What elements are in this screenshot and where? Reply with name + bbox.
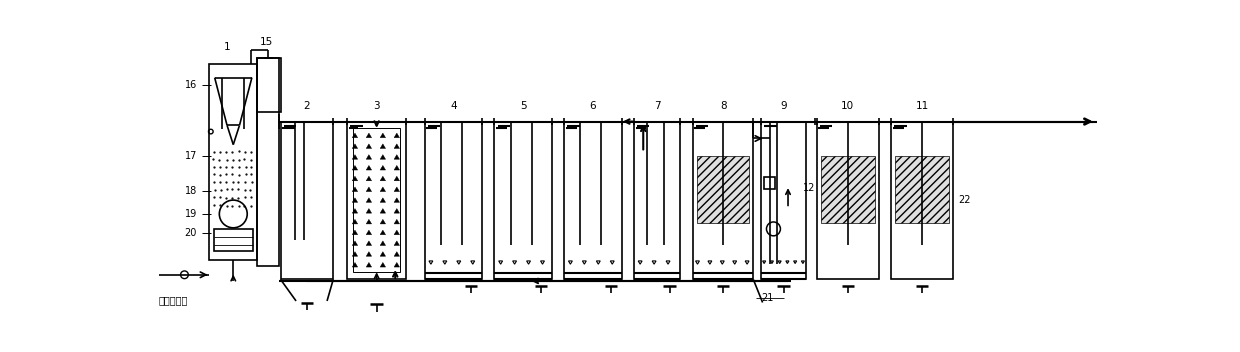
Text: 2: 2 xyxy=(304,101,310,111)
Polygon shape xyxy=(394,187,399,191)
Bar xyxy=(764,177,775,189)
Polygon shape xyxy=(366,187,372,191)
Polygon shape xyxy=(352,144,357,149)
Text: 17: 17 xyxy=(185,151,197,161)
Polygon shape xyxy=(352,263,357,267)
Polygon shape xyxy=(394,176,399,181)
Text: 5: 5 xyxy=(520,101,527,111)
Bar xyxy=(210,64,258,260)
Text: 8: 8 xyxy=(719,101,727,111)
Bar xyxy=(817,121,879,279)
Polygon shape xyxy=(381,219,386,224)
Polygon shape xyxy=(394,208,399,213)
Polygon shape xyxy=(352,187,357,191)
Bar xyxy=(258,58,280,112)
Polygon shape xyxy=(366,165,372,170)
Text: 19: 19 xyxy=(185,209,197,219)
Polygon shape xyxy=(352,176,357,181)
Bar xyxy=(495,121,552,279)
Polygon shape xyxy=(381,133,386,138)
Polygon shape xyxy=(381,187,386,191)
Polygon shape xyxy=(381,263,386,267)
Polygon shape xyxy=(394,155,399,159)
Polygon shape xyxy=(381,198,386,202)
Bar xyxy=(280,121,334,279)
Polygon shape xyxy=(352,230,357,235)
Polygon shape xyxy=(366,176,372,181)
Bar xyxy=(693,121,754,279)
Polygon shape xyxy=(381,208,386,213)
Polygon shape xyxy=(366,144,372,149)
Polygon shape xyxy=(366,208,372,213)
Text: 1: 1 xyxy=(223,42,231,52)
Polygon shape xyxy=(352,165,357,170)
Bar xyxy=(895,156,950,222)
Polygon shape xyxy=(381,165,386,170)
Polygon shape xyxy=(394,263,399,267)
Polygon shape xyxy=(366,263,372,267)
Polygon shape xyxy=(381,155,386,159)
Text: 22: 22 xyxy=(957,195,971,206)
Polygon shape xyxy=(381,241,386,245)
Bar xyxy=(761,121,806,279)
Bar xyxy=(347,121,407,279)
Polygon shape xyxy=(366,155,372,159)
Polygon shape xyxy=(352,208,357,213)
Text: 12: 12 xyxy=(804,183,815,193)
Text: 3: 3 xyxy=(373,101,379,111)
Polygon shape xyxy=(381,144,386,149)
Bar xyxy=(215,230,253,251)
Polygon shape xyxy=(394,144,399,149)
Polygon shape xyxy=(381,176,386,181)
Bar xyxy=(353,128,399,272)
Text: 6: 6 xyxy=(589,101,596,111)
Polygon shape xyxy=(366,198,372,202)
Bar xyxy=(564,121,621,279)
Polygon shape xyxy=(352,219,357,224)
Polygon shape xyxy=(366,219,372,224)
Bar xyxy=(821,156,875,222)
Polygon shape xyxy=(352,252,357,256)
Text: 18: 18 xyxy=(185,186,197,196)
Polygon shape xyxy=(366,241,372,245)
Polygon shape xyxy=(394,252,399,256)
Text: 16: 16 xyxy=(185,80,197,90)
Text: 20: 20 xyxy=(185,228,197,238)
Bar xyxy=(424,121,482,279)
Polygon shape xyxy=(394,219,399,224)
Text: 渗滤液原水: 渗滤液原水 xyxy=(159,295,187,305)
Bar xyxy=(634,121,681,279)
Polygon shape xyxy=(381,230,386,235)
Text: 4: 4 xyxy=(450,101,456,111)
Polygon shape xyxy=(381,252,386,256)
Bar xyxy=(258,58,279,266)
Text: 15: 15 xyxy=(260,37,273,47)
Polygon shape xyxy=(366,230,372,235)
Bar xyxy=(697,156,749,222)
Polygon shape xyxy=(394,230,399,235)
Polygon shape xyxy=(394,241,399,245)
Polygon shape xyxy=(352,241,357,245)
Text: 11: 11 xyxy=(915,101,929,111)
Polygon shape xyxy=(352,133,357,138)
Polygon shape xyxy=(366,252,372,256)
Bar xyxy=(892,121,954,279)
Polygon shape xyxy=(394,165,399,170)
Text: 7: 7 xyxy=(653,101,661,111)
Text: 9: 9 xyxy=(780,101,787,111)
Polygon shape xyxy=(352,198,357,202)
Text: 21: 21 xyxy=(761,293,774,303)
Text: 10: 10 xyxy=(841,101,854,111)
Polygon shape xyxy=(352,155,357,159)
Polygon shape xyxy=(394,133,399,138)
Polygon shape xyxy=(366,133,372,138)
Polygon shape xyxy=(394,198,399,202)
